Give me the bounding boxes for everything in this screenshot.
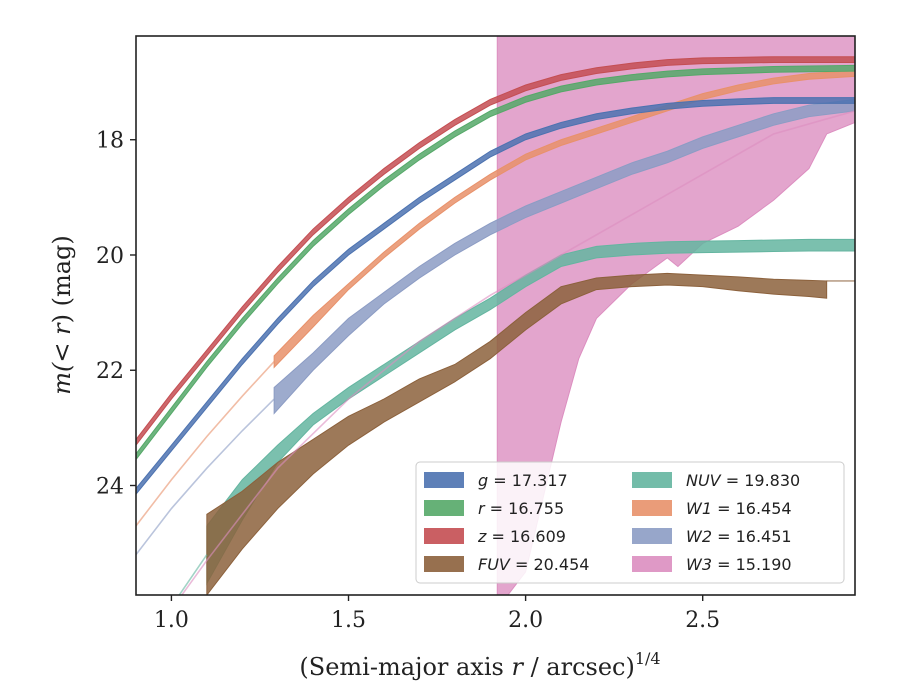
legend-swatch — [632, 500, 672, 516]
x-axis-label-exponent: 1/4 — [635, 649, 661, 668]
legend-label: W2 = 16.451 — [686, 527, 792, 546]
legend-swatch — [424, 472, 464, 488]
model-line-w1 — [136, 361, 275, 527]
legend-label: W1 = 16.454 — [686, 499, 792, 518]
x-axis-label-unit: / arcsec) — [523, 653, 635, 681]
series-band-fuv — [206, 272, 828, 595]
legend-swatch — [424, 500, 464, 516]
legend-swatch — [632, 472, 672, 488]
y-axis-label-var: r — [48, 322, 76, 335]
y-tick-label: 18 — [96, 129, 124, 154]
y-tick-label: 24 — [96, 475, 124, 500]
x-tick-label: 1.5 — [331, 608, 366, 633]
series-band-r — [136, 64, 855, 461]
x-axis: 1.0 1.5 2.0 2.5 — [154, 595, 720, 633]
legend-swatch — [632, 528, 672, 544]
plot-frame — [135, 35, 856, 596]
series-band-w3 — [496, 36, 855, 595]
legend-label: r = 16.755 — [478, 499, 564, 518]
legend-swatch — [424, 528, 464, 544]
x-axis-label: (Semi-major axis r / arcsec)1/4 — [299, 649, 660, 681]
legend-label: FUV = 20.454 — [478, 555, 589, 574]
series-band-g — [136, 97, 855, 495]
model-line-nuv — [178, 554, 208, 595]
series-band-w2 — [273, 98, 855, 415]
x-tick-label: 2.0 — [508, 608, 543, 633]
y-axis-label-unit: ) (mag) — [48, 235, 76, 323]
x-axis-label-main: (Semi-major axis — [299, 653, 511, 681]
y-axis-label: m(< r) (mag) — [48, 235, 76, 395]
legend: g = 17.317 r = 16.755 z = 16.609 FUV = 20.4… — [415, 461, 845, 584]
y-axis: 18 20 22 24 — [96, 129, 136, 500]
y-tick-label: 20 — [96, 244, 124, 269]
x-axis-label-var: r — [511, 653, 524, 681]
model-line-w3 — [180, 110, 855, 595]
y-axis-label-main: m(< — [48, 335, 76, 395]
series-layer — [136, 36, 855, 595]
legend-frame — [415, 461, 845, 584]
legend-label: g = 17.317 — [478, 471, 568, 490]
legend-label: z = 16.609 — [477, 527, 566, 546]
model-line-w2 — [136, 398, 275, 556]
x-tick-label: 2.5 — [685, 608, 720, 633]
legend-swatch — [632, 556, 672, 572]
legend-swatch — [424, 556, 464, 572]
x-tick-label: 1.0 — [154, 608, 189, 633]
legend-label: W3 = 15.190 — [686, 555, 792, 574]
legend-label: NUV = 19.830 — [686, 471, 800, 490]
y-tick-label: 22 — [96, 359, 124, 384]
series-band-w1 — [273, 70, 855, 369]
series-band-z — [136, 56, 855, 446]
